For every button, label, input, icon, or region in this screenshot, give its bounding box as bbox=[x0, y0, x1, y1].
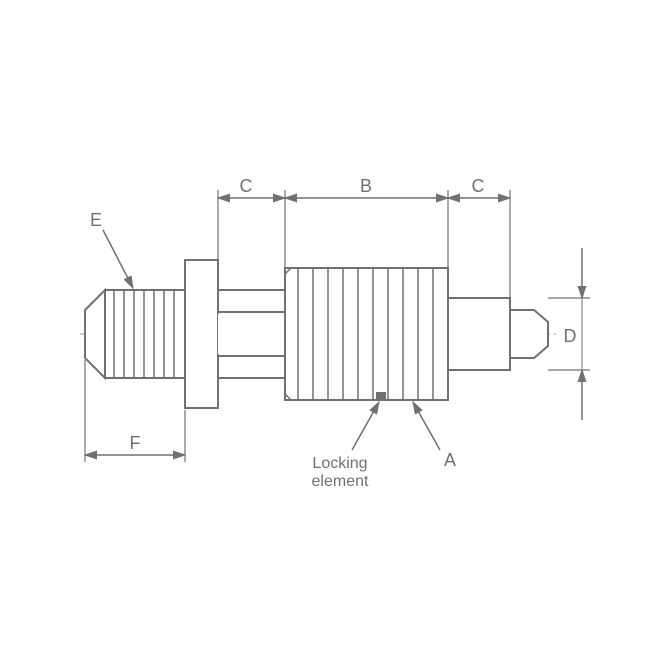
left-cap bbox=[85, 290, 105, 378]
right-neck bbox=[448, 298, 510, 370]
leader-locking bbox=[352, 402, 379, 450]
label-e: E bbox=[90, 210, 102, 230]
locking-element-dot bbox=[376, 392, 386, 400]
collar bbox=[185, 260, 218, 408]
label-locking-2: element bbox=[312, 473, 369, 490]
technical-drawing: C B C E D F Locking element A bbox=[0, 0, 670, 670]
label-c-right: C bbox=[472, 176, 485, 196]
label-d: D bbox=[564, 326, 577, 346]
left-threads bbox=[105, 290, 185, 378]
leader-e bbox=[103, 230, 133, 288]
label-f: F bbox=[130, 433, 141, 453]
main-body bbox=[285, 268, 448, 400]
right-tip bbox=[510, 310, 548, 358]
label-b: B bbox=[360, 176, 372, 196]
label-a: A bbox=[444, 450, 456, 470]
label-locking-1: Locking bbox=[312, 455, 367, 472]
label-c-left: C bbox=[240, 176, 253, 196]
leader-a bbox=[413, 402, 440, 450]
